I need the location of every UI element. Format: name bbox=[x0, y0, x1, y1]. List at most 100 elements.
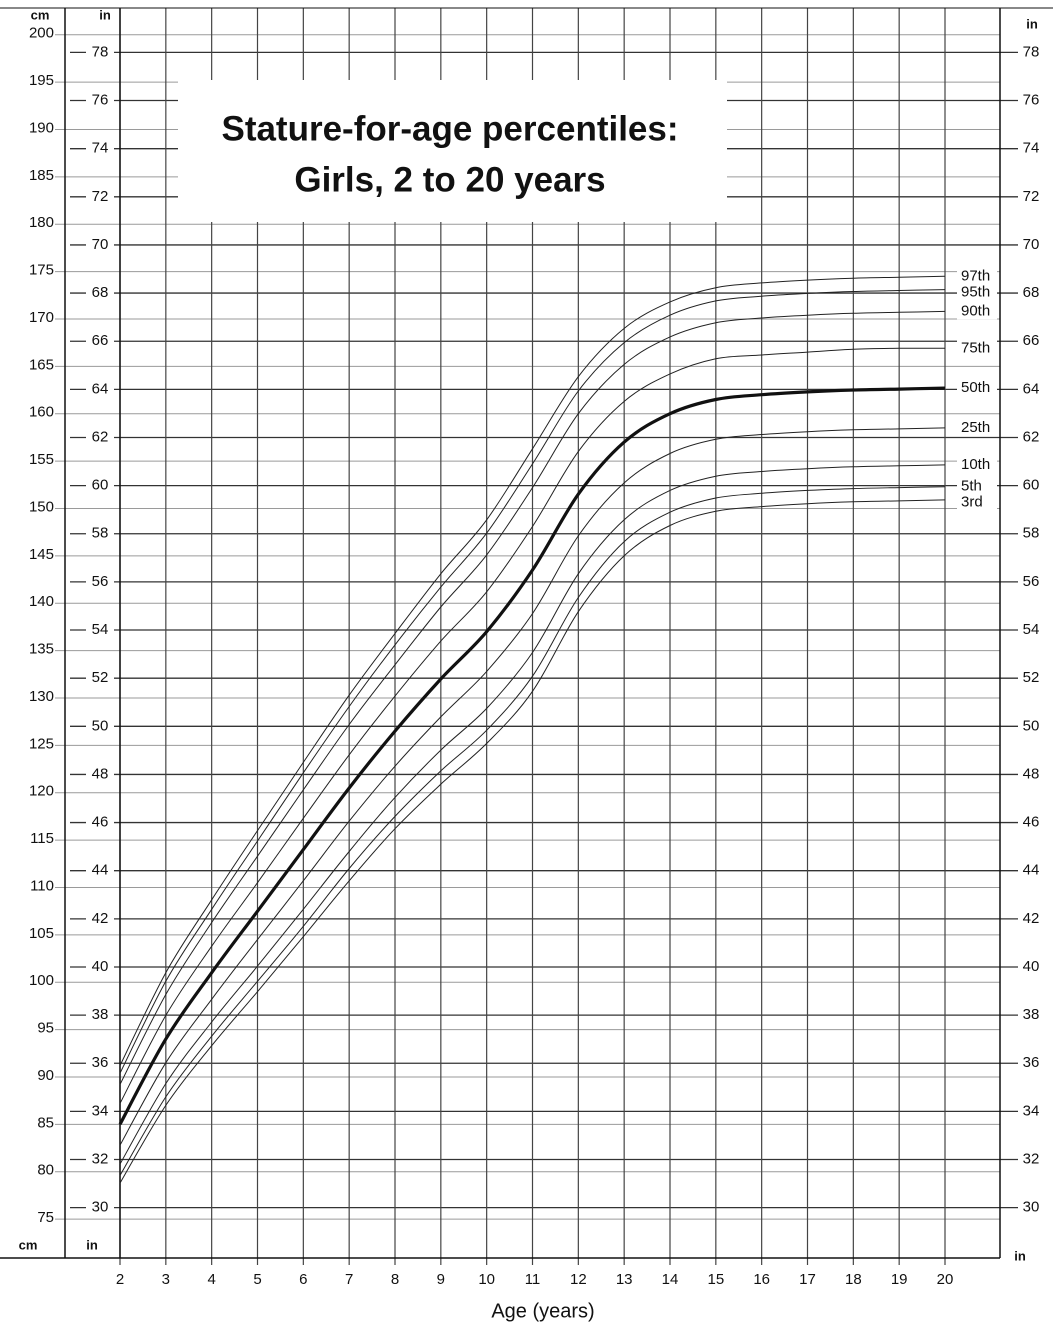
y2-tick-label-right: 38 bbox=[1023, 1006, 1040, 1023]
y-tick-label: 75 bbox=[37, 1209, 54, 1226]
legend-label: 50th bbox=[961, 379, 990, 396]
curves bbox=[118, 275, 946, 1184]
y2-tick-label-right: 52 bbox=[1023, 669, 1040, 686]
legend-label: 10th bbox=[961, 456, 990, 473]
label-background bbox=[86, 958, 114, 975]
y2-tick-label-right: 68 bbox=[1023, 284, 1040, 301]
label-background bbox=[957, 456, 997, 473]
y2-tick-label-right: 36 bbox=[1023, 1054, 1040, 1071]
label-background bbox=[957, 494, 997, 511]
label-background bbox=[1018, 333, 1044, 350]
legend-label: 97th bbox=[961, 267, 990, 284]
label-background bbox=[1018, 862, 1044, 879]
label-background bbox=[1018, 814, 1044, 831]
y-tick-label: 120 bbox=[29, 783, 54, 800]
label-background bbox=[86, 1103, 114, 1120]
percentile-curve bbox=[119, 275, 946, 1066]
label-background bbox=[1018, 525, 1044, 542]
percentile-curve bbox=[119, 289, 946, 1074]
percentile-curve bbox=[119, 499, 946, 1184]
y2-tick-label-left: 68 bbox=[92, 284, 109, 301]
label-background bbox=[86, 381, 114, 398]
y-tick-label: 130 bbox=[29, 688, 54, 705]
y-tick-label: 90 bbox=[37, 1067, 54, 1084]
y-tick-label: 200 bbox=[29, 25, 54, 42]
legend-label: 95th bbox=[961, 283, 990, 300]
label-background bbox=[1018, 766, 1044, 783]
label-background bbox=[957, 268, 997, 285]
y-tick-label: 185 bbox=[29, 167, 54, 184]
x-tick-label: 3 bbox=[162, 1271, 170, 1288]
y2-tick-label-right: 72 bbox=[1023, 188, 1040, 205]
y2-tick-label-right: 74 bbox=[1023, 140, 1040, 157]
label-background bbox=[1018, 188, 1044, 205]
label-background bbox=[957, 284, 997, 301]
x-tick-label: 5 bbox=[253, 1271, 261, 1288]
y-tick-label: 105 bbox=[29, 925, 54, 942]
label-background bbox=[1018, 429, 1044, 446]
y2-tick-label-left: 76 bbox=[92, 92, 109, 109]
label-background bbox=[1018, 670, 1044, 687]
y2-tick-label-right: 76 bbox=[1023, 92, 1040, 109]
label-background bbox=[1018, 44, 1044, 61]
x-axis-label: Age (years) bbox=[491, 1300, 594, 1322]
y2-tick-label-left: 72 bbox=[92, 188, 109, 205]
x-tick-label: 19 bbox=[891, 1271, 908, 1288]
y-tick-label: 140 bbox=[29, 593, 54, 610]
chart-subtitle: Girls, 2 to 20 years bbox=[294, 160, 605, 199]
legend-label: 3rd bbox=[961, 494, 983, 511]
y2-tick-label-left: 36 bbox=[92, 1054, 109, 1071]
x-tick-label: 18 bbox=[845, 1271, 862, 1288]
y2-tick-label-right: 42 bbox=[1023, 910, 1040, 927]
y2-tick-label-left: 50 bbox=[92, 717, 109, 734]
label-background bbox=[86, 622, 114, 639]
label-background bbox=[86, 670, 114, 687]
y2-unit-bottom-left: in bbox=[86, 1237, 98, 1252]
y-tick-label: 165 bbox=[29, 356, 54, 373]
y2-tick-label-right: 78 bbox=[1023, 43, 1040, 60]
label-background bbox=[957, 419, 997, 436]
legend-label: 25th bbox=[961, 419, 990, 436]
label-background bbox=[86, 718, 114, 735]
y-unit-top: cm bbox=[31, 7, 50, 22]
label-background bbox=[1018, 718, 1044, 735]
label-background bbox=[1018, 477, 1044, 494]
label-background bbox=[1018, 910, 1044, 927]
y2-tick-label-right: 48 bbox=[1023, 765, 1040, 782]
y2-tick-label-left: 38 bbox=[92, 1006, 109, 1023]
y2-unit-top-left: in bbox=[99, 7, 111, 22]
y2-tick-label-left: 56 bbox=[92, 573, 109, 590]
x-tick-label: 13 bbox=[616, 1271, 633, 1288]
y2-tick-label-left: 40 bbox=[92, 958, 109, 975]
percentile-curve bbox=[119, 464, 946, 1165]
y2-tick-label-left: 32 bbox=[92, 1150, 109, 1167]
label-background bbox=[1018, 140, 1044, 157]
y2-tick-label-left: 34 bbox=[92, 1102, 109, 1119]
y2-tick-label-left: 66 bbox=[92, 332, 109, 349]
y2-tick-label-right: 50 bbox=[1023, 717, 1040, 734]
y-unit-bottom: cm bbox=[19, 1237, 38, 1252]
y2-tick-label-right: 40 bbox=[1023, 958, 1040, 975]
y-tick-label: 100 bbox=[29, 972, 54, 989]
label-background bbox=[1018, 236, 1044, 253]
y2-tick-label-right: 32 bbox=[1023, 1150, 1040, 1167]
y-tick-label: 190 bbox=[29, 119, 54, 136]
label-background bbox=[86, 140, 114, 157]
label-background bbox=[1018, 573, 1044, 590]
y-tick-label: 170 bbox=[29, 309, 54, 326]
x-tick-label: 14 bbox=[662, 1271, 679, 1288]
label-background bbox=[957, 380, 997, 397]
y-tick-label: 80 bbox=[37, 1162, 54, 1179]
y2-tick-label-right: 30 bbox=[1023, 1199, 1040, 1216]
y2-tick-label-right: 44 bbox=[1023, 862, 1040, 879]
label-background bbox=[86, 1151, 114, 1168]
y2-tick-label-left: 44 bbox=[92, 862, 109, 879]
y2-tick-label-left: 52 bbox=[92, 669, 109, 686]
label-background bbox=[86, 525, 114, 542]
x-tick-label: 11 bbox=[525, 1271, 541, 1288]
label-background bbox=[957, 340, 997, 357]
y2-tick-label-left: 64 bbox=[92, 380, 109, 397]
y2-tick-label-left: 70 bbox=[92, 236, 109, 253]
y2-tick-label-right: 62 bbox=[1023, 428, 1040, 445]
label-background bbox=[86, 1055, 114, 1072]
